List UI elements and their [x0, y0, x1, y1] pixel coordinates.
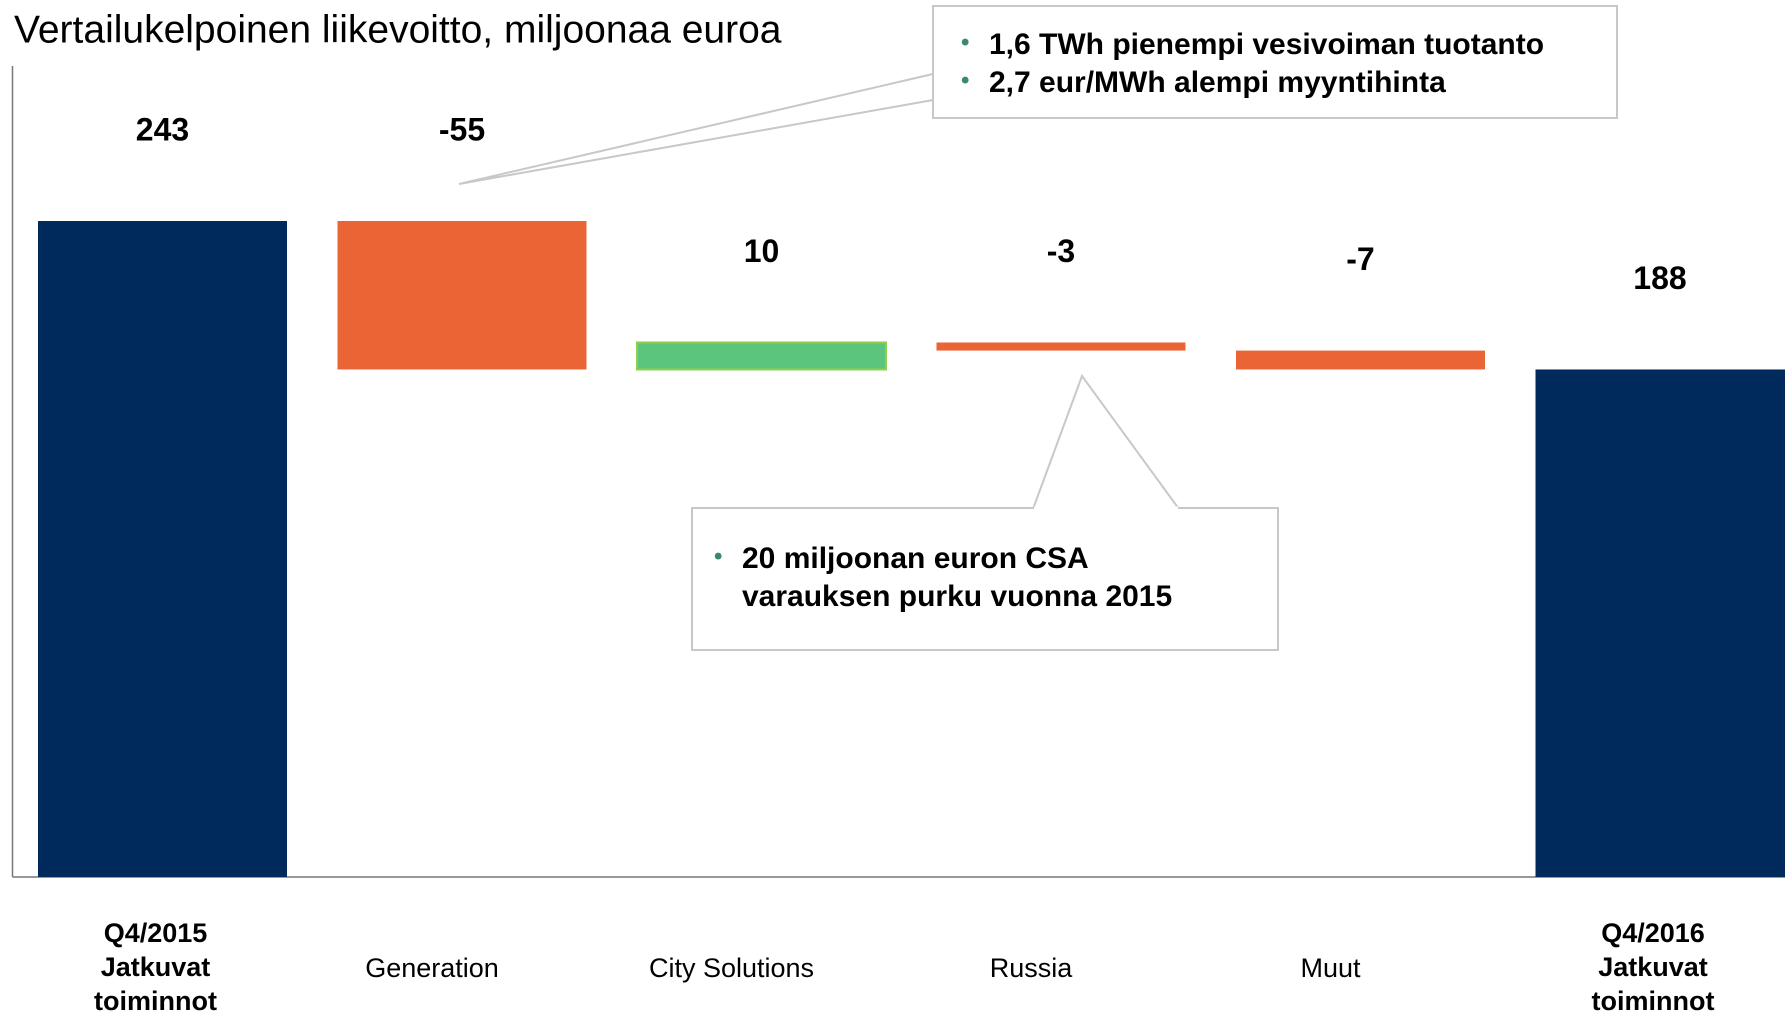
- bar: [38, 221, 287, 877]
- bullet-item: 2,7 eur/MWh alempi myyntihinta: [953, 62, 1544, 102]
- x-tick-label: Muut: [1300, 953, 1361, 983]
- bar: [636, 341, 887, 371]
- x-tick-label: Generation: [365, 953, 499, 983]
- value-label: 188: [1633, 260, 1686, 296]
- bullet-list: 1,6 TWh pienempi vesivoiman tuotanto2,7 …: [953, 24, 1544, 102]
- callout-pointer: [458, 73, 934, 185]
- bullet-item: 20 miljoonan euron CSA varauksen purku v…: [706, 538, 1196, 616]
- bar: [1236, 350, 1485, 370]
- value-label: 10: [744, 233, 780, 269]
- x-tick-label: City Solutions: [648, 953, 815, 983]
- value-label: -7: [1346, 241, 1374, 277]
- chart-title: Vertailukelpoinen liikevoitto, miljoonaa…: [14, 8, 782, 51]
- callout-text: 1,6 TWh pienempi vesivoiman tuotanto2,7 …: [953, 24, 1544, 102]
- callout-pointer: [1031, 373, 1181, 510]
- value-label: 243: [136, 111, 189, 147]
- bullet-item: 1,6 TWh pienempi vesivoiman tuotanto: [953, 24, 1544, 64]
- value-label: -55: [439, 111, 485, 147]
- bar: [936, 342, 1186, 351]
- bar: [1535, 369, 1785, 877]
- bullet-list: 20 miljoonan euron CSA varauksen purku v…: [706, 538, 1196, 616]
- callout-text: 20 miljoonan euron CSA varauksen purku v…: [706, 538, 1196, 616]
- x-tick-label: Q4/2015 Jatkuvat toiminnot: [94, 918, 217, 1013]
- x-tick-label: Q4/2016 Jatkuvat toiminnot: [1591, 918, 1715, 1013]
- bar: [337, 221, 587, 370]
- value-label: -3: [1047, 233, 1075, 269]
- x-tick-label: Russia: [989, 953, 1073, 983]
